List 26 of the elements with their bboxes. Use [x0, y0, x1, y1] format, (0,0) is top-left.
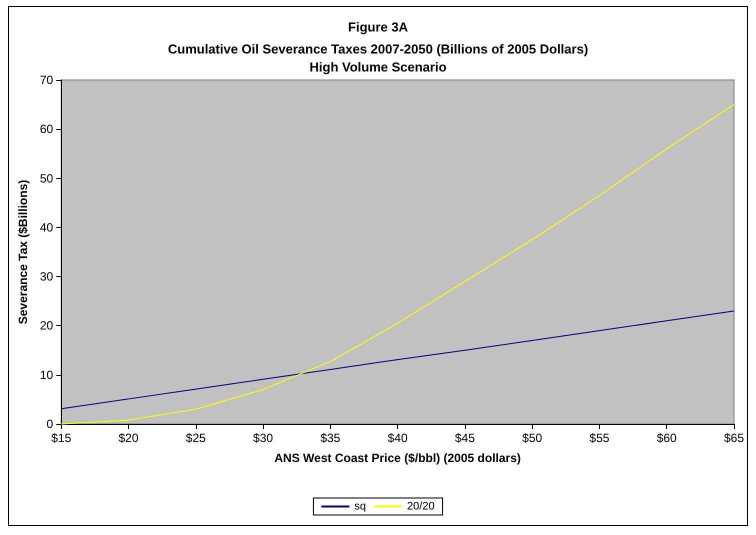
x-tick-label: $50 [522, 431, 542, 445]
y-axis-title: Severance Tax ($Billions) [16, 180, 30, 324]
y-tick-label: 60 [40, 122, 54, 136]
y-tick-label: 20 [40, 318, 54, 333]
x-tick-label: $25 [186, 431, 206, 445]
x-tick-label: $60 [656, 431, 678, 445]
y-tick-label: 30 [40, 270, 54, 284]
x-tick-label: $30 [253, 431, 274, 445]
y-tick-label: 0 [46, 417, 54, 431]
y-tick-label: 40 [40, 220, 54, 234]
line-series [60, 310, 734, 410]
x-tick-label: $20 [118, 431, 139, 445]
x-tick-label: $45 [454, 431, 476, 445]
x-tick-label: $40 [388, 431, 408, 445]
y-tick-label: 70 [40, 73, 54, 87]
y-tick-label: 50 [40, 171, 54, 186]
x-tick-label: $55 [589, 431, 610, 445]
x-tick-label: $35 [320, 431, 341, 445]
x-axis-title: ANS West Coast Price ($/bbl) (2005 dollars) [274, 451, 521, 465]
y-tick-label: 10 [40, 368, 54, 382]
x-tick-label: $65 [724, 431, 744, 445]
chart-title: Figure 3A [348, 20, 409, 34]
chart-subtitle: Cumulative Oil Severance Taxes 2007-2050 (Billions of 2005 Dollars) High Volume Scenario [168, 42, 588, 74]
x-tick-label: $15 [51, 431, 72, 445]
legend-label: 20/20 [407, 500, 435, 512]
legend-label: sq [354, 500, 366, 512]
